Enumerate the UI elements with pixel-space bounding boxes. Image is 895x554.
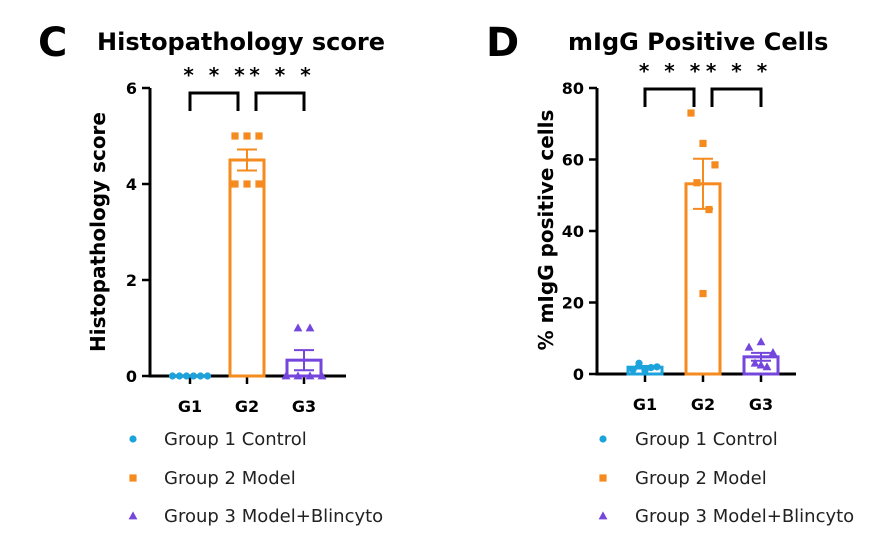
data-point <box>647 363 655 372</box>
y-tick-label: 60 <box>562 151 584 170</box>
data-point <box>756 337 766 346</box>
y-tick-label: 0 <box>573 365 584 384</box>
x-tick-label-g1: G1 <box>178 397 202 416</box>
bar-g2 <box>228 158 266 378</box>
y-tick-label: 6 <box>126 79 137 98</box>
data-point <box>182 372 191 380</box>
legend-d: Group 1 Control Group 2 Model Group 3 Mode… <box>598 429 854 527</box>
data-point <box>711 161 719 169</box>
x-tick-label-g1: G1 <box>633 395 657 414</box>
data-point <box>317 371 327 380</box>
data-point <box>293 323 303 332</box>
y-axis-label-d: % mIgG positive cells <box>534 110 558 351</box>
data-point <box>243 180 251 188</box>
data-point <box>203 372 212 380</box>
data-point <box>744 342 754 351</box>
x-tick-label-g3: G3 <box>749 395 773 414</box>
panel-title-d: mIgG Positive Cells <box>568 28 828 56</box>
x-tick-label-g3: G3 <box>292 397 316 416</box>
legend-label: Group 1 Control <box>164 429 307 450</box>
plot-area-d: 0 20 40 60 80 G1 G2 G3 * * * * * * <box>562 59 796 414</box>
legend-c: Group 1 Control Group 2 Model Group 3 Mode… <box>128 429 383 527</box>
data-point <box>293 371 303 380</box>
panel-title-c: Histopathology score <box>97 28 385 56</box>
data-point <box>168 372 177 380</box>
legend-label: Group 3 Model+Blincyto <box>164 506 383 527</box>
significance-label: * * * <box>183 63 248 87</box>
panel-letter-c: C <box>38 20 67 66</box>
data-point <box>768 347 778 356</box>
x-tick-label-g2: G2 <box>235 397 259 416</box>
legend-label: Group 3 Model+Blincyto <box>635 506 854 527</box>
data-point <box>305 371 315 380</box>
significance-bracket <box>643 87 696 107</box>
data-point <box>756 360 766 369</box>
panel-letter-d: D <box>486 20 519 66</box>
x-tick-label-g2: G2 <box>691 395 715 414</box>
plot-area-c: 0 2 4 6 G1 G2 G3 * * * * * * <box>126 63 346 416</box>
significance-bracket <box>188 91 240 111</box>
data-point <box>699 139 707 148</box>
legend-marker-square <box>599 474 607 482</box>
data-point <box>255 132 263 140</box>
panel-d: D mIgG Positive Cells % mIgG positive ce… <box>486 20 828 414</box>
significance-label: * * * <box>249 63 314 87</box>
significance-label: * * * <box>639 59 704 83</box>
data-point <box>175 372 184 380</box>
legend-marker-triangle <box>598 511 608 520</box>
legend-label: Group 2 Model <box>164 468 296 489</box>
data-point <box>243 132 251 140</box>
data-point <box>693 179 701 187</box>
legend-marker-square <box>129 474 137 482</box>
data-point <box>635 359 643 367</box>
data-point <box>305 323 315 332</box>
y-tick-label: 4 <box>126 175 137 194</box>
y-tick-label: 0 <box>126 367 137 386</box>
y-axis-label-c: Histopathology score <box>86 112 110 352</box>
significance-bracket <box>710 87 763 107</box>
legend-marker-circle <box>129 435 137 443</box>
data-point <box>189 372 198 380</box>
data-point <box>281 371 291 380</box>
data-point <box>641 366 649 375</box>
y-tick-label: 40 <box>562 222 584 241</box>
y-tick-label: 80 <box>562 79 584 98</box>
data-point <box>255 180 263 188</box>
legend-label: Group 2 Model <box>635 468 767 489</box>
legend-label: Group 1 Control <box>635 429 778 450</box>
data-point <box>750 358 760 367</box>
data-point <box>231 132 239 140</box>
data-point <box>705 205 713 214</box>
legend-marker-triangle <box>128 511 138 520</box>
data-point <box>699 289 707 298</box>
significance-bracket <box>254 91 306 111</box>
data-point <box>629 366 637 374</box>
legend-marker-circle <box>599 435 607 443</box>
y-tick-label: 2 <box>126 271 137 290</box>
data-point <box>231 180 239 188</box>
data-point <box>196 372 205 380</box>
data-point <box>653 363 661 371</box>
bar-g2 <box>684 182 722 376</box>
y-tick-label: 20 <box>562 294 584 313</box>
panel-c: C Histopathology score Histopathology sc… <box>38 20 385 416</box>
significance-label: * * * <box>706 59 771 83</box>
data-point <box>687 109 695 117</box>
